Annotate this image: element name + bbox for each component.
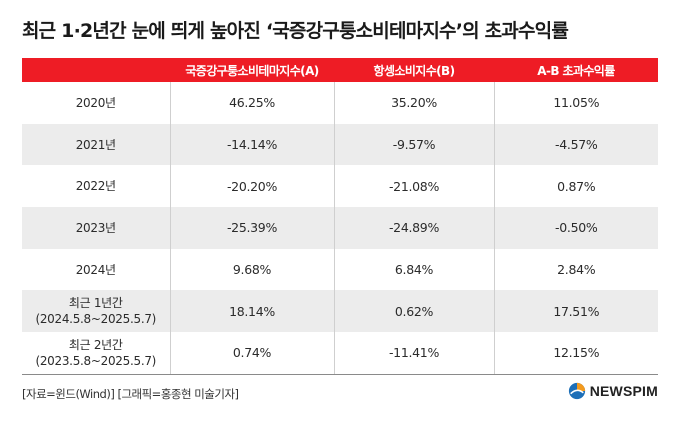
cell-diff: 0.87% (493, 165, 658, 208)
cell-b: -9.57% (333, 123, 494, 166)
cell-b: -24.89% (333, 207, 494, 249)
source-credit: [자료=윈드(Wind)] [그래픽=홍종현 미술기자] (22, 387, 239, 401)
returns-table: 국증강구퉁소비테마지수(A) 항셍소비지수(B) A-B 초과수익률 2020년… (22, 58, 658, 375)
cell-a: 46.25% (169, 82, 334, 124)
table-row: 최근 2년간 (2023.5.8~2025.5.7) 0.74% -11.41%… (22, 332, 658, 375)
cell-a: -20.20% (169, 165, 334, 208)
row-label: 최근 2년간 (2023.5.8~2025.5.7) (22, 332, 170, 375)
newspim-logo: NEWSPIM (568, 382, 658, 400)
header-blank (22, 58, 170, 82)
row-label: 2023년 (22, 207, 170, 249)
table-row: 2023년 -25.39% -24.89% -0.50% (22, 207, 658, 249)
cell-a: -14.14% (169, 123, 334, 166)
header-excess-return: A-B 초과수익률 (494, 58, 658, 82)
cell-diff: 12.15% (493, 332, 658, 375)
cell-diff: -4.57% (493, 123, 658, 166)
cell-diff: -0.50% (493, 207, 658, 249)
cell-diff: 11.05% (493, 82, 658, 124)
cell-b: -11.41% (333, 332, 494, 375)
table-header-row: 국증강구퉁소비테마지수(A) 항셍소비지수(B) A-B 초과수익률 (22, 58, 658, 82)
row-label-period: (2023.5.8~2025.5.7) (35, 353, 157, 368)
cell-diff: 2.84% (493, 248, 658, 291)
row-label: 최근 1년간 (2024.5.8~2025.5.7) (22, 290, 170, 333)
table-row: 최근 1년간 (2024.5.8~2025.5.7) 18.14% 0.62% … (22, 290, 658, 333)
cell-a: 18.14% (169, 290, 334, 333)
table-row: 2020년 46.25% 35.20% 11.05% (22, 82, 658, 124)
cell-b: -21.08% (333, 165, 494, 208)
cell-b: 35.20% (333, 82, 494, 124)
cell-a: 9.68% (169, 248, 334, 291)
table-row: 2024년 9.68% 6.84% 2.84% (22, 248, 658, 291)
logo-text: NEWSPIM (589, 383, 658, 399)
header-index-b: 항셍소비지수(B) (334, 58, 494, 82)
cell-b: 0.62% (333, 290, 494, 333)
table-row: 2022년 -20.20% -21.08% 0.87% (22, 165, 658, 208)
cell-diff: 17.51% (493, 290, 658, 333)
cell-a: -25.39% (169, 207, 334, 249)
cell-b: 6.84% (333, 248, 494, 291)
cell-a: 0.74% (169, 332, 334, 375)
table-row: 2021년 -14.14% -9.57% -4.57% (22, 123, 658, 166)
page-title: 최근 1·2년간 눈에 띄게 높아진 ‘국증강구퉁소비테마지수’의 초과수익률 (22, 20, 569, 42)
row-label: 2024년 (75, 262, 116, 277)
row-label: 2021년 (22, 123, 170, 166)
newspim-globe-icon (568, 382, 585, 400)
header-index-a: 국증강구퉁소비테마지수(A) (170, 58, 334, 82)
row-label: 2022년 (75, 179, 116, 194)
row-label-period: (2024.5.8~2025.5.7) (35, 312, 157, 327)
row-label: 2020년 (75, 95, 116, 110)
